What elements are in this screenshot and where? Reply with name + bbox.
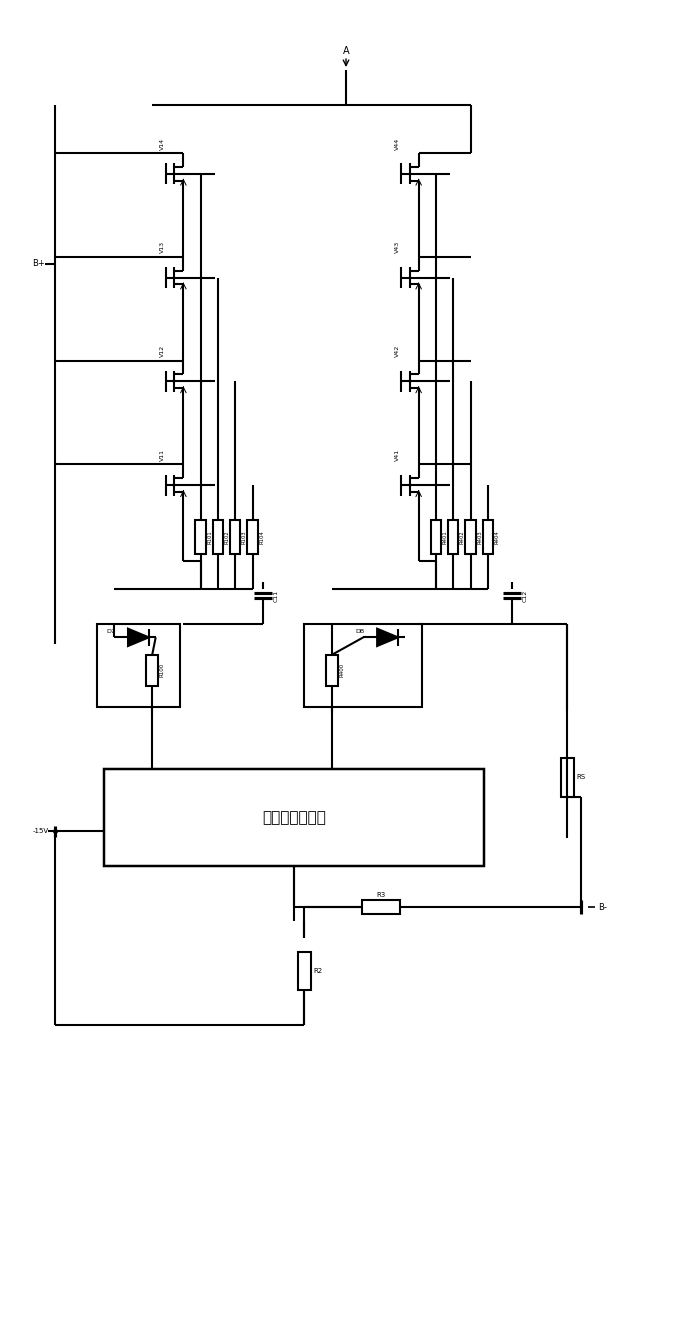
Text: B-: B- (599, 902, 608, 912)
Text: V12: V12 (160, 345, 165, 357)
Bar (430, 520, 441, 555)
Polygon shape (128, 628, 149, 646)
Bar (465, 520, 476, 555)
Bar (104, 769, 484, 866)
Text: R103: R103 (242, 531, 247, 544)
Text: -15V: -15V (33, 828, 48, 834)
Bar (326, 655, 338, 686)
Text: R402: R402 (459, 531, 465, 544)
Bar (230, 520, 241, 555)
Bar (146, 655, 158, 686)
Bar (561, 758, 574, 797)
Bar (361, 900, 400, 915)
Text: 单路驱动控制器: 单路驱动控制器 (262, 810, 326, 825)
Text: V43: V43 (395, 241, 401, 253)
Bar (448, 520, 458, 555)
Text: V42: V42 (395, 345, 401, 357)
Polygon shape (377, 628, 398, 646)
Text: R400: R400 (340, 663, 345, 678)
Text: R104: R104 (259, 531, 264, 544)
Text: R100: R100 (160, 663, 165, 678)
Bar (304, 623, 422, 706)
Text: V44: V44 (395, 138, 401, 150)
Text: R404: R404 (494, 531, 500, 544)
Text: V41: V41 (395, 449, 401, 461)
Text: C12: C12 (522, 590, 528, 602)
Text: V11: V11 (160, 449, 165, 461)
Text: R2: R2 (313, 968, 322, 975)
Bar (248, 520, 257, 555)
Text: V14: V14 (160, 138, 165, 150)
Bar (483, 520, 493, 555)
Text: R403: R403 (477, 531, 482, 544)
Text: B+: B+ (33, 259, 45, 269)
Bar (97, 623, 180, 706)
Text: D7: D7 (107, 628, 115, 634)
Text: RS: RS (576, 774, 585, 781)
Text: V13: V13 (160, 241, 165, 253)
Text: C11: C11 (273, 590, 279, 602)
Text: R101: R101 (208, 531, 212, 544)
Text: A: A (343, 45, 349, 56)
Text: R401: R401 (443, 531, 448, 544)
Bar (195, 520, 206, 555)
Text: R3: R3 (376, 892, 385, 898)
Text: R102: R102 (224, 531, 230, 544)
Bar (213, 520, 223, 555)
Bar (298, 952, 311, 991)
Text: DB: DB (355, 628, 365, 634)
